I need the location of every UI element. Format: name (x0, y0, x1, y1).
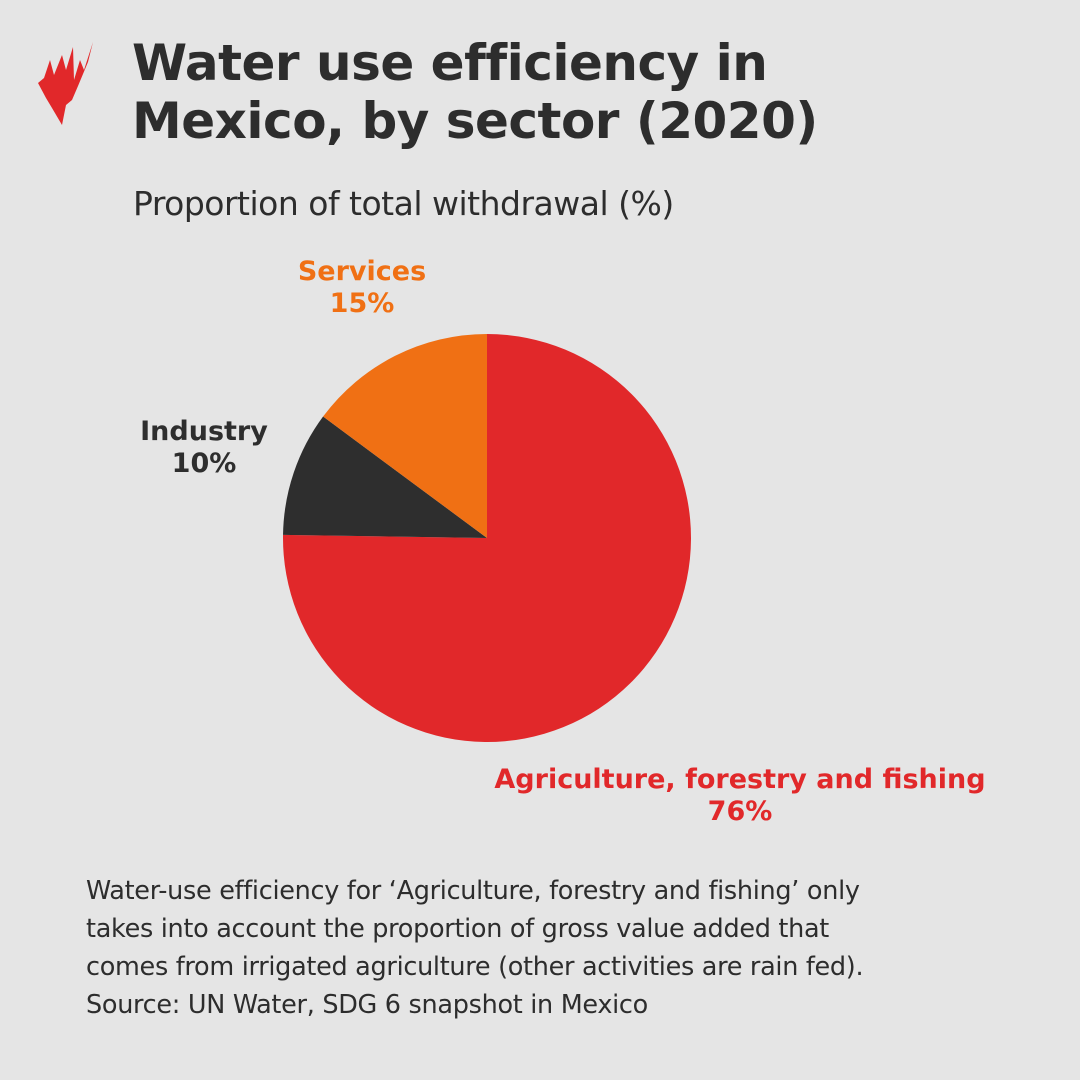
title-line-2: Mexico, by sector (2020) (132, 92, 818, 150)
label-agriculture-value: 76% (707, 796, 773, 827)
label-agriculture: Agriculture, forestry and fishing 76% (440, 764, 1040, 828)
note-line-1: Water-use efficiency for ‘Agriculture, f… (86, 876, 860, 906)
pie-slice-industry (283, 416, 487, 538)
pie-slice-services (323, 334, 487, 538)
note-line-2: takes into account the proportion of gro… (86, 914, 829, 944)
pie-slice-agriculture (283, 334, 692, 742)
label-industry-name: Industry (140, 416, 268, 447)
chart-subtitle: Proportion of total withdrawal (%) (133, 184, 674, 223)
label-services-name: Services (297, 256, 427, 287)
sbs-logo-icon (38, 42, 93, 125)
title-line-1: Water use efficiency in (132, 34, 768, 92)
footnote: Water-use efficiency for ‘Agriculture, f… (86, 872, 1046, 1024)
chart-title: Water use efficiency in Mexico, by sector… (132, 34, 818, 150)
label-industry: Industry 10% (104, 416, 304, 480)
label-industry-value: 10% (171, 448, 237, 479)
label-services: Services 15% (262, 256, 462, 320)
note-line-3: comes from irrigated agriculture (other … (86, 952, 864, 982)
source: Source: UN Water, SDG 6 snapshot in Mexi… (86, 990, 648, 1020)
label-agriculture-name: Agriculture, forestry and fishing (494, 764, 986, 795)
label-services-value: 15% (329, 288, 395, 319)
